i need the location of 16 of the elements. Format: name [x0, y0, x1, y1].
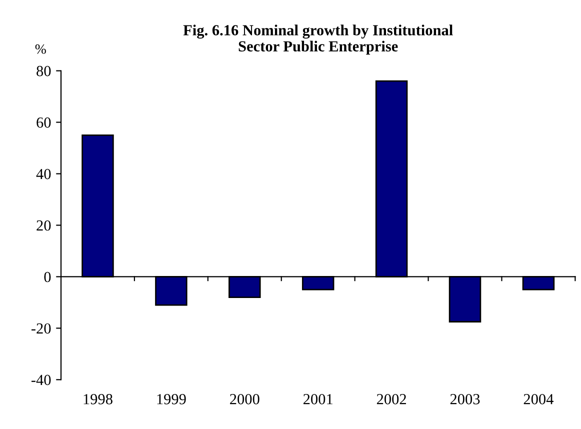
y-tick-label: 40: [36, 168, 51, 180]
y-tick-label: -40: [31, 374, 51, 386]
x-tick-label: 1998: [84, 394, 112, 404]
x-tick-label: 2002: [376, 394, 406, 404]
x-tick-label: 2004: [524, 394, 554, 404]
y-tick-label: 80: [36, 66, 51, 76]
y-tick-label: 20: [36, 220, 51, 231]
y-axis-title: %: [35, 44, 46, 54]
x-tick-label: 2000: [230, 394, 260, 404]
x-tick-label: 2001: [303, 394, 332, 404]
x-tick-label: 1999: [157, 394, 186, 404]
y-tick-label: 60: [36, 117, 51, 128]
y-tick-label: 0: [44, 272, 51, 282]
chart-title: Fig. 6.16 Nominal growth by Institutional Sector Public Enterprise: [183, 24, 453, 55]
y-tick-label: -20: [31, 323, 51, 334]
x-tick-label: 2003: [450, 394, 480, 404]
